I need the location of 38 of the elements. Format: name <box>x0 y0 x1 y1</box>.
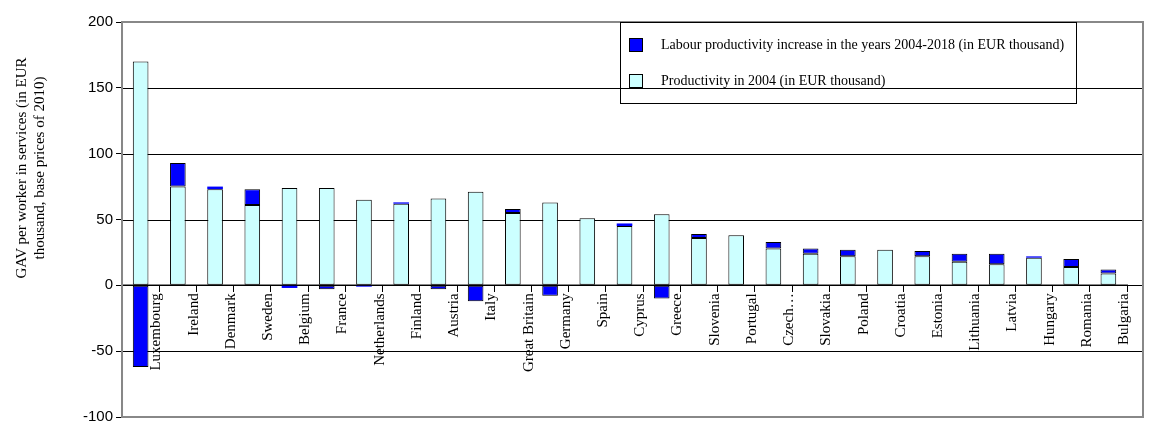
y-tick-label: 0 <box>104 275 114 293</box>
x-tick-label: Italy <box>482 292 499 321</box>
x-tick-label: Poland <box>854 292 871 336</box>
x-tick-label: Slovenia <box>705 293 722 346</box>
x-tick-label: Austria <box>445 293 462 338</box>
x-tick-label: Greece <box>668 293 685 336</box>
y-tick-label: -100 <box>82 407 114 425</box>
x-tick-label: Croatia <box>891 293 908 338</box>
x-tick-label: Germany <box>556 292 573 350</box>
x-tick-label: Finland <box>407 292 424 340</box>
legend-label: Labour productivity increase in the years 2004-2018 (in EUR thousand) <box>661 37 1065 53</box>
x-tick-label: Portugal <box>742 293 759 345</box>
x-tick-label: Slovakia <box>817 293 834 346</box>
y-axis-title: GAV per worker in services (in EUR thousand, base prices of 2010) <box>12 56 48 281</box>
x-tick-label: Czech… <box>780 293 797 346</box>
bar <box>616 223 633 227</box>
y-tick-label: 150 <box>87 77 114 95</box>
x-tick-label: Cyprus <box>631 293 648 337</box>
x-tick-label: Denmark <box>221 292 238 350</box>
x-tick-label: Estonia <box>929 293 946 339</box>
bar <box>281 285 298 288</box>
x-tick-label: Latvia <box>1003 293 1020 332</box>
y-tick-label: 100 <box>87 143 114 161</box>
x-tick-label: Ireland <box>184 292 201 336</box>
x-tick-label: Romania <box>1077 292 1094 348</box>
x-tick-label: Luxembourg <box>147 292 164 371</box>
y-tick-label: -50 <box>91 341 114 359</box>
x-tick-label: Netherlands <box>370 293 387 366</box>
legend-label: Productivity in 2004 (in EUR thousand) <box>661 73 886 89</box>
x-tick-label: Lithuania <box>966 292 983 351</box>
y-tick-label: 200 <box>87 12 114 30</box>
x-tick-label: Bulgaria <box>1115 293 1132 345</box>
x-tick-label: Spain <box>594 292 611 328</box>
x-tick-label: France <box>333 292 350 335</box>
x-tick-label: Sweden <box>259 292 276 341</box>
y-tick-label: 50 <box>96 209 114 227</box>
x-tick-label: Belgium <box>296 293 313 346</box>
x-tick-label: Hungary <box>1040 292 1057 346</box>
